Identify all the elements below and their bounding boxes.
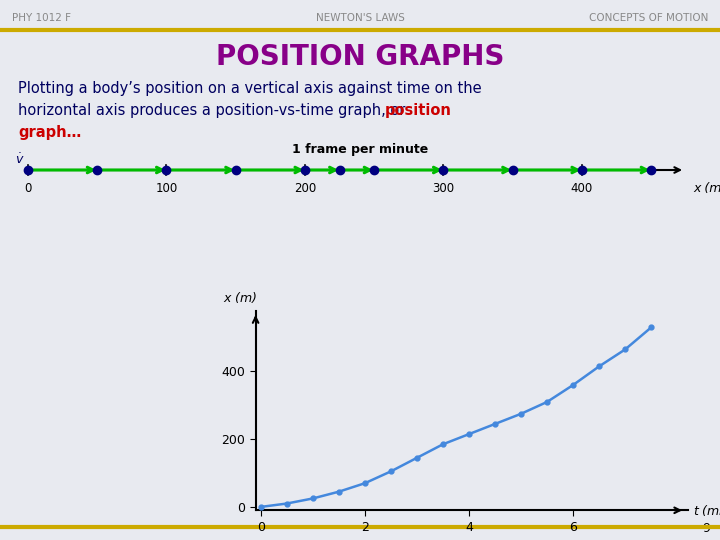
Text: 400: 400	[571, 182, 593, 195]
Text: 0: 0	[24, 182, 32, 195]
Text: 9: 9	[702, 522, 710, 535]
Text: POSITION GRAPHS: POSITION GRAPHS	[216, 43, 504, 71]
Text: horizontal axis produces a position-vs-time graph, or: horizontal axis produces a position-vs-t…	[18, 103, 410, 118]
Text: graph…: graph…	[18, 125, 81, 139]
Text: $\dot{v}$: $\dot{v}$	[15, 153, 24, 167]
Text: position: position	[385, 103, 452, 118]
Text: $t$ (min): $t$ (min)	[693, 503, 720, 518]
Text: 1 frame per minute: 1 frame per minute	[292, 144, 428, 157]
Text: 100: 100	[156, 182, 178, 195]
Text: Plotting a body’s position on a vertical axis against time on the: Plotting a body’s position on a vertical…	[18, 80, 482, 96]
Text: PHY 1012 F: PHY 1012 F	[12, 13, 71, 23]
Text: $x$ (m): $x$ (m)	[222, 291, 257, 306]
Text: 200: 200	[294, 182, 316, 195]
Text: x (m): x (m)	[693, 182, 720, 195]
Text: CONCEPTS OF MOTION: CONCEPTS OF MOTION	[589, 13, 708, 23]
Text: NEWTON'S LAWS: NEWTON'S LAWS	[315, 13, 405, 23]
Text: 300: 300	[433, 182, 454, 195]
